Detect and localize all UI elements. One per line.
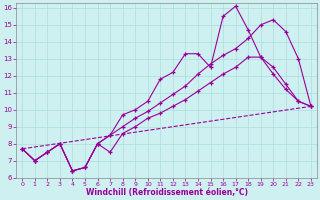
X-axis label: Windchill (Refroidissement éolien,°C): Windchill (Refroidissement éolien,°C)	[85, 188, 248, 197]
